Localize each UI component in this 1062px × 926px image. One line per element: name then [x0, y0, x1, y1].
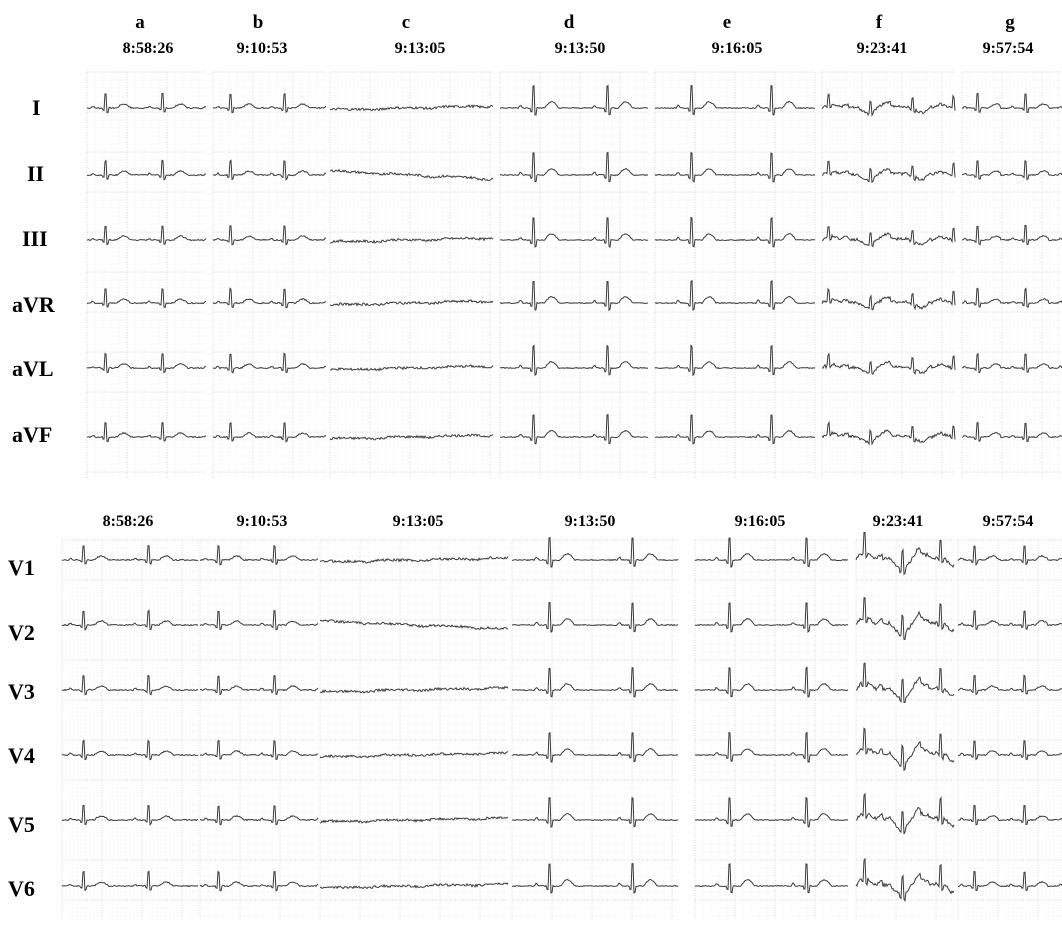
- column-time-b: 9:10:53: [236, 40, 288, 57]
- bottom-time-b: 9:10:53: [236, 513, 288, 530]
- bottom-panel-3: [511, 536, 679, 920]
- lead-label-V4: V4: [8, 743, 35, 768]
- bottom-panel-0: [61, 539, 199, 920]
- lead-label-aVR: aVR: [12, 292, 55, 317]
- bottom-time-e: 9:16:05: [734, 513, 786, 530]
- column-letter-f: f: [875, 12, 883, 33]
- column-letter-b: b: [252, 12, 264, 33]
- lead-label-V3: V3: [8, 679, 35, 704]
- bottom-time-c: 9:13:05: [392, 513, 444, 530]
- lead-label-aVF: aVF: [12, 422, 53, 447]
- bottom-time-f: 9:23:41: [872, 513, 924, 530]
- lead-label-II: II: [27, 161, 45, 186]
- top-panel-5: [821, 71, 956, 478]
- bottom-panel-1: [199, 539, 319, 920]
- bottom-time-g: 9:57:54: [982, 513, 1034, 530]
- lead-label-V6: V6: [8, 876, 35, 901]
- bottom-panel-4: [694, 537, 849, 920]
- lead-label-V5: V5: [8, 812, 35, 837]
- top-panel-3: [499, 71, 649, 478]
- top-panel-1: [212, 71, 327, 478]
- bottom-panel-6: [957, 539, 1062, 920]
- lead-label-aVL: aVL: [12, 356, 54, 381]
- bottom-time-d: 9:13:50: [564, 513, 616, 530]
- column-time-d: 9:13:50: [554, 40, 606, 57]
- lead-label-V1: V1: [8, 555, 35, 580]
- column-time-a: 8:58:26: [122, 40, 174, 57]
- top-panel-2: [329, 71, 494, 478]
- lead-label-I: I: [32, 95, 41, 120]
- top-panel-4: [654, 71, 816, 478]
- lead-label-V2: V2: [8, 620, 35, 645]
- column-letter-e: e: [722, 12, 732, 33]
- top-panel-0: [86, 71, 207, 478]
- column-time-e: 9:16:05: [711, 40, 763, 57]
- column-letter-c: c: [401, 12, 411, 33]
- top-panel-6: [961, 71, 1062, 478]
- column-time-c: 9:13:05: [394, 40, 446, 57]
- bottom-panel-5: [855, 531, 955, 920]
- column-letter-a: a: [135, 12, 145, 33]
- lead-label-III: III: [22, 226, 48, 251]
- column-letter-g: g: [1005, 12, 1015, 33]
- bottom-time-a: 8:58:26: [102, 513, 154, 530]
- column-letter-d: d: [563, 12, 575, 33]
- column-time-f: 9:23:41: [856, 40, 908, 57]
- bottom-panel-2: [319, 539, 509, 920]
- column-time-g: 9:57:54: [982, 40, 1034, 57]
